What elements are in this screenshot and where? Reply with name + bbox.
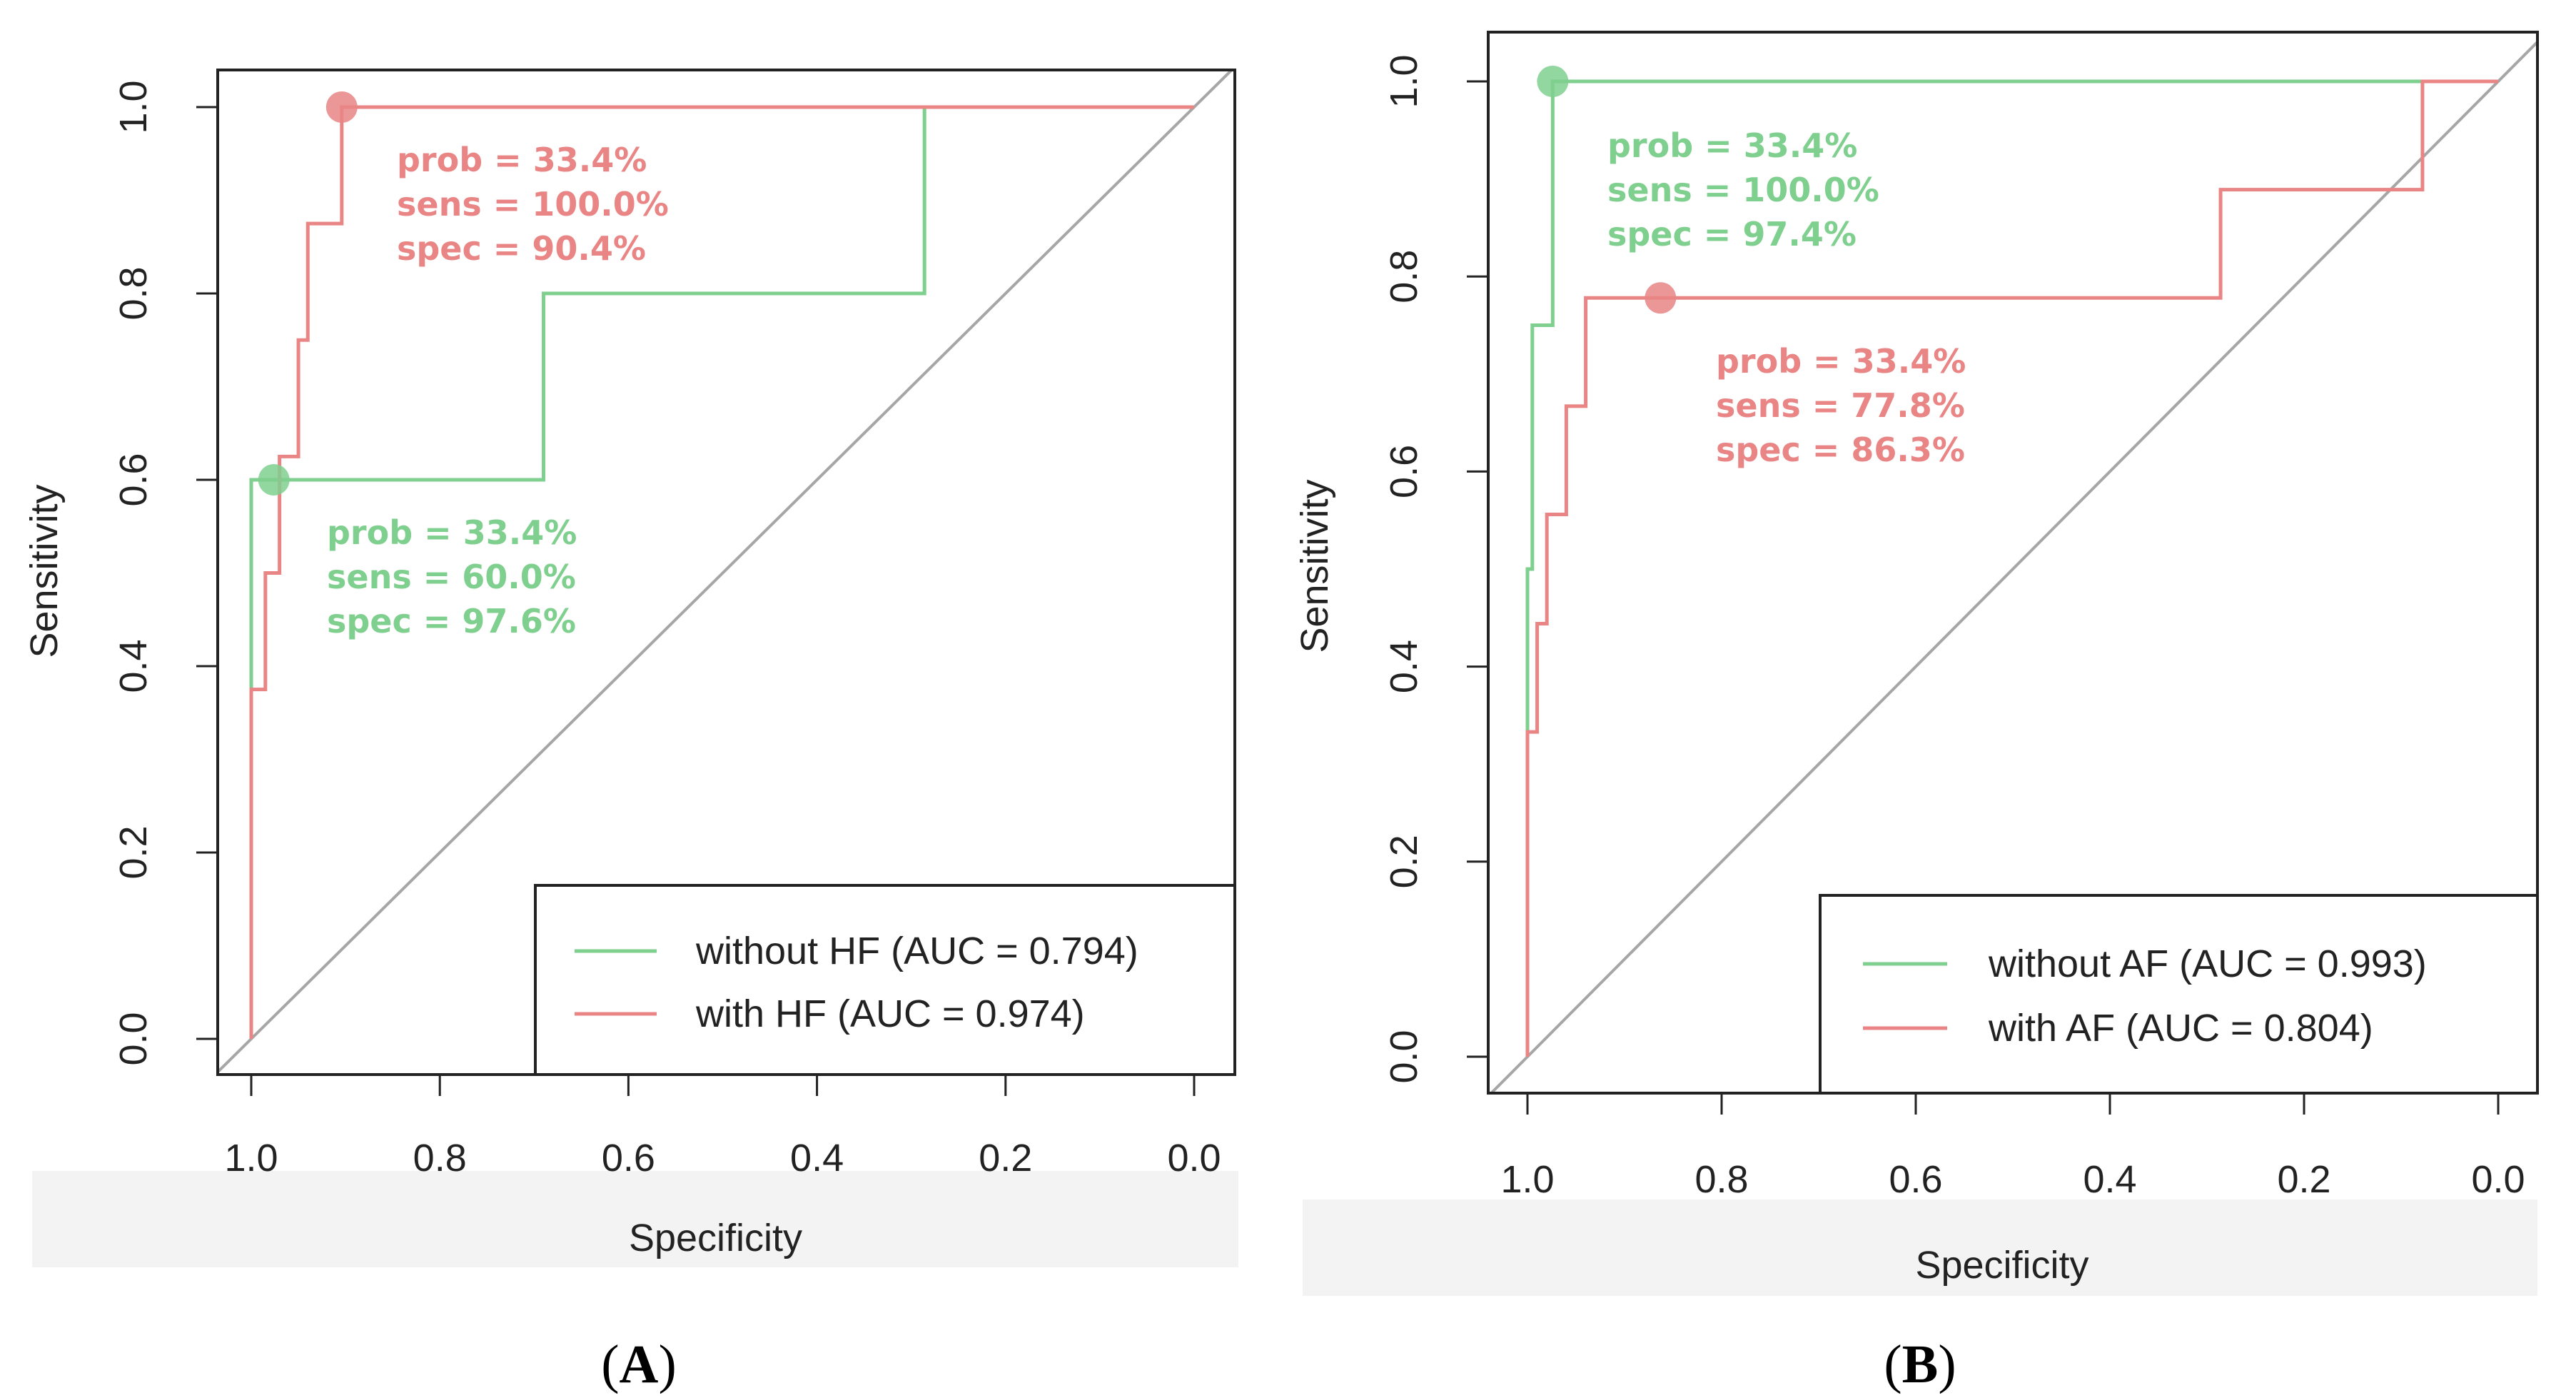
y-tick-label: 0.4	[112, 639, 155, 693]
threshold-marker-without	[258, 464, 290, 496]
panel-a-caption: (A)	[601, 1334, 677, 1394]
y-axis-label: Sensitivity	[23, 484, 66, 658]
x-axis-label: Specificity	[629, 1217, 802, 1259]
threshold-annotation-line: spec = 90.4%	[397, 229, 646, 268]
threshold-annotation-line: prob = 33.4%	[1607, 126, 1857, 165]
x-tick-label: 0.4	[790, 1137, 844, 1180]
threshold-annotation-line: prob = 33.4%	[327, 513, 577, 552]
panel-b-roc-chart: prob = 33.4% sens = 100.0% spec = 97.4% pro…	[1293, 31, 2539, 1296]
y-tick-label: 0.0	[112, 1012, 155, 1065]
x-tick-label: 0.4	[2083, 1158, 2136, 1201]
threshold-annotation-line: sens = 100.0%	[397, 185, 669, 223]
threshold-annotation-line: sens = 60.0%	[327, 558, 576, 596]
threshold-annotation-line: spec = 86.3%	[1716, 431, 1965, 469]
y-tick-label: 0.0	[1383, 1030, 1425, 1083]
threshold-annotation-line: prob = 33.4%	[397, 141, 647, 179]
legend-box	[534, 884, 1236, 1076]
y-tick-label: 1.0	[1383, 54, 1425, 108]
axis-footer-shade	[32, 1171, 1238, 1267]
axis-footer-shade	[1303, 1200, 2537, 1296]
x-tick-label: 1.0	[224, 1137, 278, 1180]
x-tick-label: 0.2	[2277, 1158, 2330, 1201]
x-tick-label: 0.6	[602, 1137, 655, 1180]
y-tick-label: 0.6	[1383, 445, 1425, 498]
y-tick-label: 0.2	[1383, 835, 1425, 888]
threshold-marker-without	[1537, 66, 1569, 97]
y-tick-label: 1.0	[112, 80, 155, 134]
panel-b-caption-letter: B	[1902, 1334, 1939, 1394]
legend-entry-without: without AF (AUC = 0.993)	[1988, 942, 2427, 985]
reference-diagonal-line	[218, 70, 1234, 1075]
panel-a-caption-letter: A	[620, 1334, 659, 1394]
y-tick-label: 0.8	[112, 266, 155, 320]
x-axis-label: Specificity	[1915, 1244, 2088, 1287]
panel-b-caption: (B)	[1884, 1334, 1956, 1394]
y-tick-label: 0.2	[112, 825, 155, 879]
x-tick-label: 0.2	[979, 1137, 1032, 1180]
threshold-annotation-line: prob = 33.4%	[1716, 342, 1966, 381]
roc-curve-with	[249, 105, 1194, 1039]
x-tick-label: 0.8	[413, 1137, 467, 1180]
x-tick-label: 0.8	[1694, 1158, 1748, 1201]
y-tick-label: 0.4	[1383, 640, 1425, 693]
roc-curve-without	[249, 105, 1194, 1039]
x-tick-label: 0.0	[2471, 1158, 2525, 1201]
threshold-marker-with	[1645, 282, 1677, 314]
legend-entry-with: with HF (AUC = 0.974)	[695, 992, 1085, 1035]
legend-box	[1819, 894, 2539, 1095]
x-tick-label: 1.0	[1500, 1158, 1554, 1201]
panel-a-roc-chart: prob = 33.4% sens = 60.0% spec = 97.6% prob…	[23, 69, 1238, 1267]
threshold-marker-with	[325, 91, 358, 123]
legend-entry-without: without HF (AUC = 0.794)	[695, 930, 1138, 972]
y-tick-label: 0.8	[1383, 250, 1425, 303]
threshold-annotation-line: sens = 100.0%	[1607, 171, 1879, 209]
x-tick-label: 0.0	[1167, 1137, 1221, 1180]
y-tick-label: 0.6	[112, 453, 155, 506]
legend-entry-with: with AF (AUC = 0.804)	[1988, 1007, 2373, 1050]
roc-curve-with	[1525, 79, 2498, 1057]
x-tick-label: 0.6	[1889, 1158, 1942, 1201]
reference-diagonal-line	[1489, 39, 2537, 1093]
threshold-annotation-line: sens = 77.8%	[1716, 386, 1965, 425]
threshold-annotation-line: spec = 97.4%	[1607, 215, 1857, 253]
threshold-annotation-line: spec = 97.6%	[327, 602, 576, 640]
y-axis-label: Sensitivity	[1293, 479, 1336, 653]
